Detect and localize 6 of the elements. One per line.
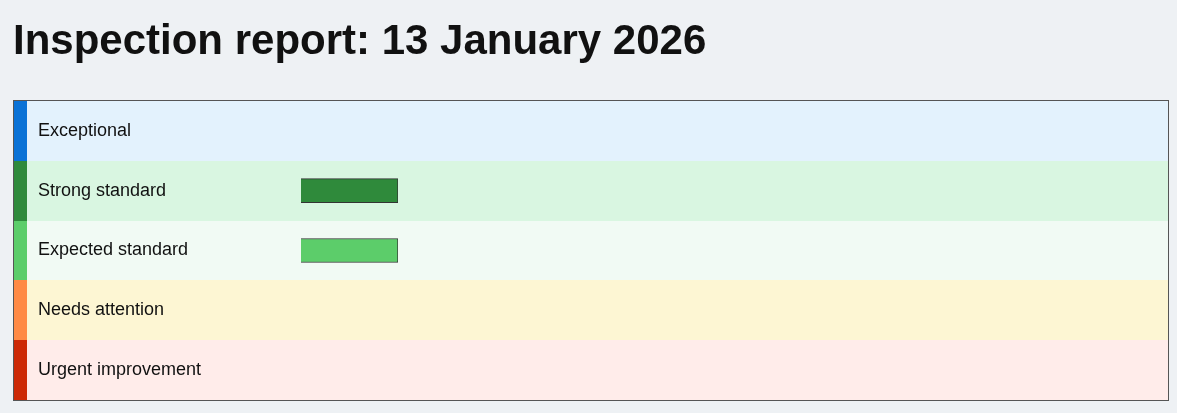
y-tick-label: Urgent improvement: [38, 359, 202, 380]
y-tick-label: Needs attention: [38, 299, 165, 320]
y-tick-label: Exceptional: [38, 119, 132, 140]
y-tick-label: Strong standard: [38, 179, 167, 200]
chart-title: Inspection report: 13 January 2026: [13, 16, 708, 64]
y-tick-label: Expected standard: [38, 239, 189, 260]
